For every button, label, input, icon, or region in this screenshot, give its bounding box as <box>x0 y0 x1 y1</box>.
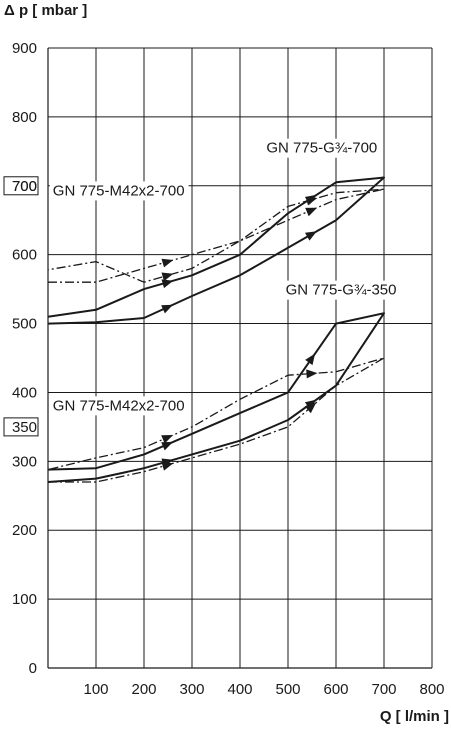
x-tick-label: 300 <box>179 681 204 698</box>
series-line-4 <box>47 357 385 483</box>
x-tick-label: 400 <box>227 681 252 698</box>
annotation-bg <box>49 396 189 416</box>
y-tick-label-boxed: 350 <box>12 419 37 436</box>
y-tick-label: 100 <box>12 591 37 608</box>
y-tick-label: 700 <box>12 178 37 195</box>
direction-arrow <box>305 231 317 241</box>
direction-arrow <box>161 279 174 289</box>
y-axis-label: Δ p [ mbar ] <box>4 2 88 19</box>
direction-arrow <box>305 353 316 366</box>
series-line-3 <box>47 312 385 483</box>
series-line-2 <box>47 188 385 283</box>
x-tick-label: 500 <box>275 681 300 698</box>
direction-arrow <box>161 435 174 444</box>
direction-arrow <box>161 441 174 451</box>
direction-arrow <box>161 272 174 282</box>
y-tick-label: 200 <box>12 522 37 539</box>
direction-arrow <box>306 369 318 379</box>
x-tick-label: 700 <box>371 681 396 698</box>
y-tick-label: 800 <box>12 109 37 126</box>
direction-arrow <box>161 462 174 471</box>
series-annotation: GN 775-G¾-700 <box>266 140 377 157</box>
y-tick-box <box>3 417 39 437</box>
direction-arrow <box>305 207 318 217</box>
series-annotation: GN 775-G¾-350 <box>286 282 397 299</box>
annotation-bg <box>49 181 189 201</box>
y-tick-label: 300 <box>12 453 37 470</box>
series-annotation: GN 775-M42x2-700 <box>53 397 185 414</box>
direction-arrow <box>161 304 173 314</box>
series-annotation: GN 775-M42x2-700 <box>53 182 185 199</box>
y-tick-label: 600 <box>12 247 37 264</box>
direction-arrow <box>304 402 317 414</box>
x-axis-label: Q [ l/min ] <box>379 708 449 725</box>
y-tick-label-boxed: 700 <box>12 178 37 195</box>
y-tick-label: 400 <box>12 384 37 401</box>
y-tick-box <box>3 176 39 196</box>
y-tick-label: 0 <box>29 660 37 677</box>
x-tick-label: 100 <box>83 681 108 698</box>
x-tick-label: 200 <box>131 681 156 698</box>
y-tick-label: 900 <box>12 40 37 57</box>
direction-arrow <box>305 196 318 206</box>
direction-arrow <box>161 258 174 268</box>
series-line-1 <box>47 176 385 325</box>
annotation-bg <box>263 138 378 158</box>
x-tick-label: 800 <box>419 681 444 698</box>
y-tick-label: 500 <box>12 316 37 333</box>
x-tick-label: 600 <box>323 681 348 698</box>
annotation-bg <box>282 280 397 300</box>
